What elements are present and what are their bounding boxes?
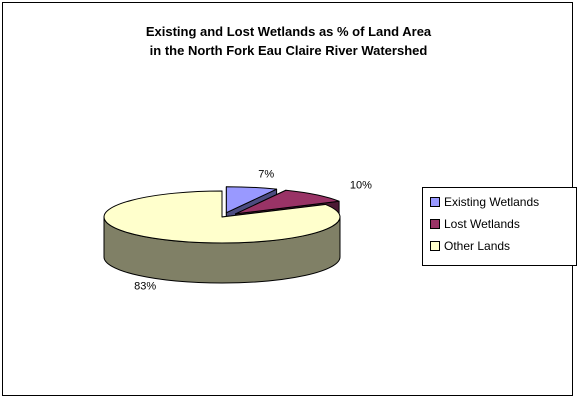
pie-slice-lost-wetlands: [235, 189, 340, 215]
legend-item-other-lands: Other Lands: [430, 238, 510, 254]
data-label-lost-wetlands: 10%: [350, 179, 372, 191]
legend-swatch-existing-wetlands: [430, 197, 440, 207]
legend-item-existing-wetlands: Existing Wetlands: [430, 194, 539, 210]
legend: Existing Wetlands Lost Wetlands Other La…: [422, 187, 577, 266]
legend-item-lost-wetlands: Lost Wetlands: [430, 216, 520, 232]
pie-slice-existing-wetlands: [225, 186, 278, 214]
data-label-other-lands: 83%: [134, 281, 156, 293]
legend-swatch-other-lands: [430, 241, 440, 251]
legend-label-other-lands: Other Lands: [444, 239, 511, 253]
pie-slice-other-lands: [103, 190, 341, 244]
legend-label-lost-wetlands: Lost Wetlands: [444, 217, 520, 231]
chart-title: Existing and Lost Wetlands as % of Land …: [0, 22, 577, 60]
chart-title-line-2: in the North Fork Eau Claire River Water…: [149, 43, 428, 58]
data-label-existing-wetlands: 7%: [258, 168, 274, 180]
chart-title-line-1: Existing and Lost Wetlands as % of Land …: [145, 24, 432, 39]
legend-swatch-lost-wetlands: [430, 219, 440, 229]
legend-label-existing-wetlands: Existing Wetlands: [444, 195, 540, 209]
